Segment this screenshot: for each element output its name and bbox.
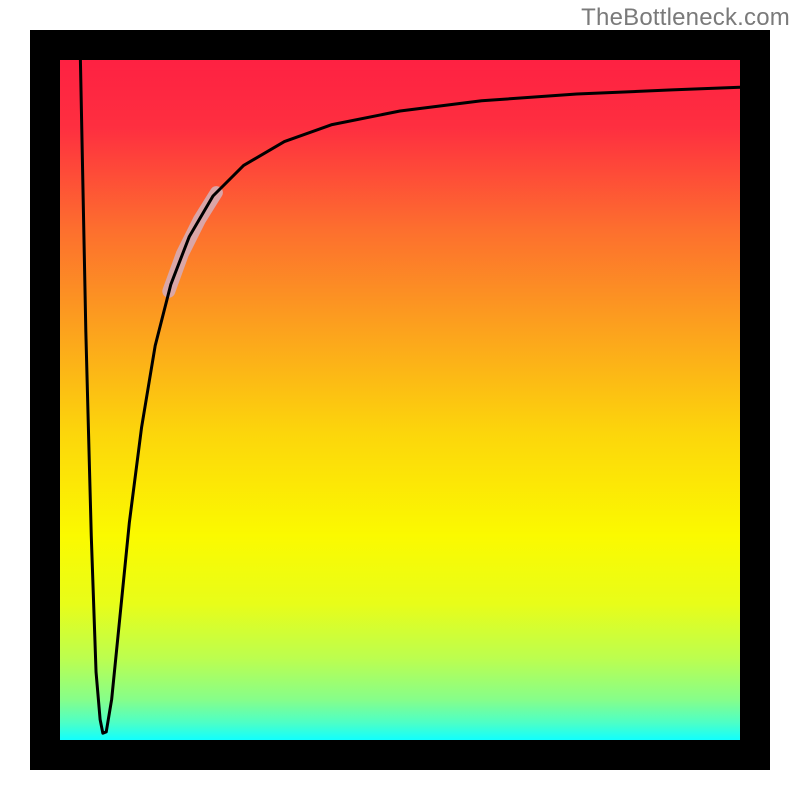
watermark-text: TheBottleneck.com: [581, 4, 790, 32]
plot-background: [60, 60, 740, 740]
bottleneck-chart: [0, 0, 800, 800]
chart-container: TheBottleneck.com: [0, 0, 800, 800]
